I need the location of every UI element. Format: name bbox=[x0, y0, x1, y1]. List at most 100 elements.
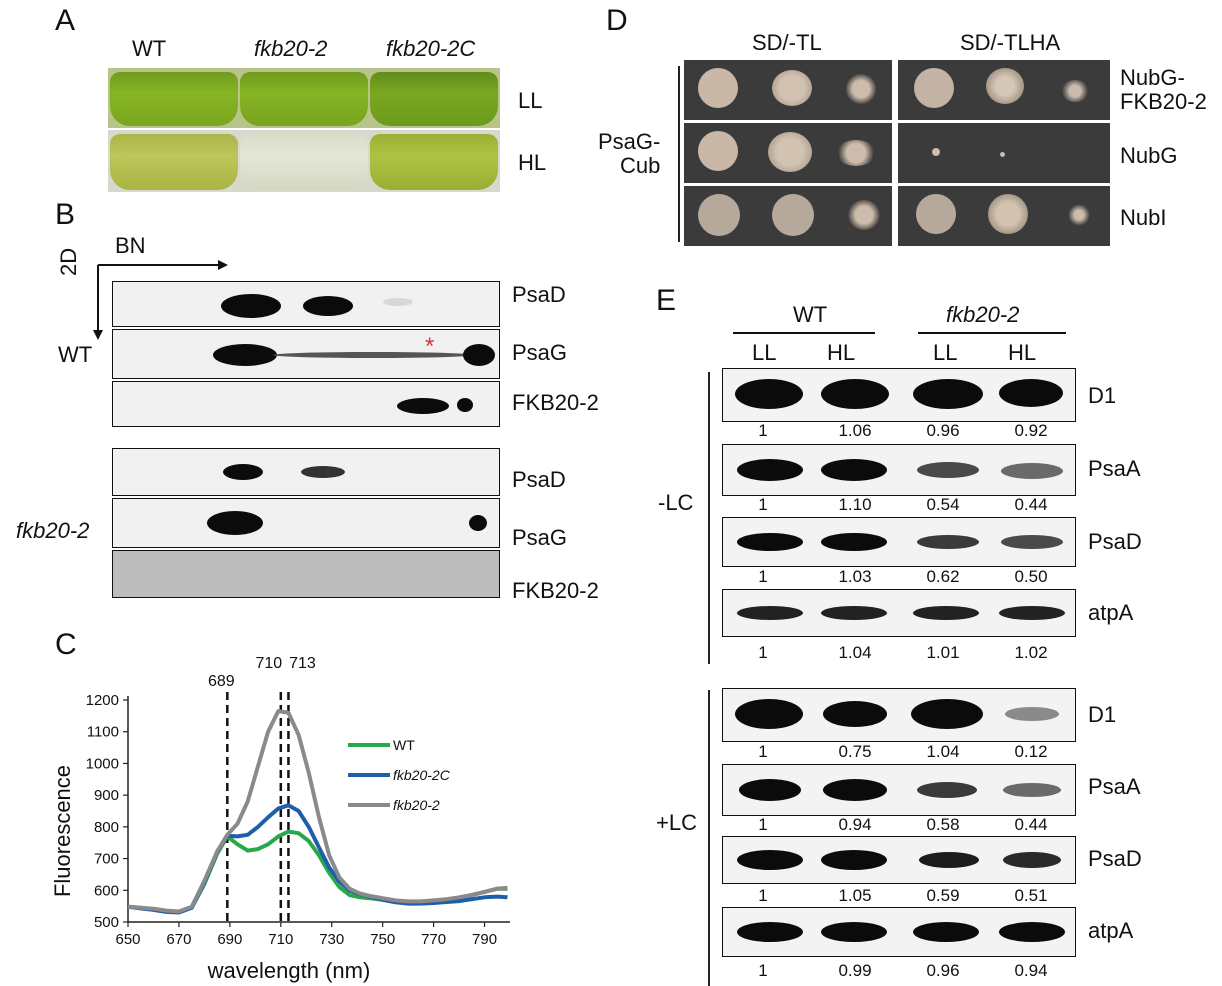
quant-value: 0.99 bbox=[838, 961, 872, 980]
wt-blot-label-0: PsaD bbox=[512, 282, 566, 307]
group-label-wt: WT bbox=[793, 302, 828, 327]
blot-mutant-psad bbox=[112, 448, 500, 496]
quant-value: 0.51 bbox=[1014, 886, 1048, 905]
quant-value: 1 bbox=[758, 495, 768, 514]
mutant-blot-label-0: PsaD bbox=[512, 467, 566, 492]
group-line-wt bbox=[733, 332, 875, 334]
quant-value: 1 bbox=[758, 886, 768, 905]
condition-label-minus-lc: -LC bbox=[658, 490, 694, 515]
plus-lc-bracket bbox=[708, 690, 710, 986]
panel-a-row-hl: HL bbox=[518, 150, 547, 175]
y-tick-label: 700 bbox=[94, 851, 119, 868]
group-label-mutant: fkb20-2 bbox=[946, 302, 1020, 327]
x-tick-label: 710 bbox=[268, 931, 293, 948]
quant-value: 0.59 bbox=[926, 886, 960, 905]
blot-mutant-psag bbox=[112, 498, 500, 548]
mutant-blot-label-1: PsaG bbox=[512, 525, 568, 550]
blot-wt-psag bbox=[112, 329, 500, 379]
blot-mutant-fkb20-2 bbox=[112, 550, 500, 598]
prey-label-0: NubG- FKB20-2 bbox=[1120, 65, 1207, 114]
bn-2d-arrows bbox=[93, 260, 228, 340]
quant-value: 1.01 bbox=[926, 643, 960, 662]
bait-label: PsaG- Cub bbox=[598, 129, 661, 178]
medium-label-0: SD/-TL bbox=[752, 30, 822, 55]
quant-value: 0.96 bbox=[926, 961, 960, 980]
quant-value: 1.10 bbox=[838, 495, 872, 514]
quant-value: 1.06 bbox=[838, 421, 872, 440]
y-axis-label: Fluorescence bbox=[50, 765, 75, 897]
plus-lc-protein-0: D1 bbox=[1088, 702, 1117, 727]
quant-value: 0.58 bbox=[926, 815, 960, 834]
plus-lc-protein-1: PsaA bbox=[1088, 774, 1141, 799]
group-line-mutant bbox=[918, 332, 1066, 334]
flask-wt-ll bbox=[110, 72, 238, 126]
quant-value: 0.44 bbox=[1014, 815, 1048, 834]
x-tick-label: 690 bbox=[217, 931, 242, 948]
blot-minus-lc-psaa bbox=[722, 444, 1076, 496]
minus-lc-protein-2: PsaD bbox=[1088, 529, 1142, 554]
wt-blot-label-1: PsaG bbox=[512, 340, 568, 365]
minus-lc-protein-0: D1 bbox=[1088, 383, 1117, 408]
legend-label-fkb20-2: fkb20-2 bbox=[393, 797, 440, 813]
quant-value: 0.94 bbox=[838, 815, 872, 834]
panel-b-mutant-label: fkb20-2 bbox=[16, 518, 90, 543]
blot-minus-lc-psad bbox=[722, 517, 1076, 567]
minus-lc-protein-3: atpA bbox=[1088, 600, 1134, 625]
prey-label-1: NubG bbox=[1120, 143, 1178, 168]
lane-label-2: LL bbox=[933, 340, 958, 365]
quant-value: 0.12 bbox=[1014, 742, 1048, 761]
x-tick-label: 650 bbox=[115, 931, 140, 948]
x-axis-label: wavelength (nm) bbox=[207, 958, 371, 983]
lane-label-0: LL bbox=[752, 340, 777, 365]
panel-a-col-fkb20-2c: fkb20-2C bbox=[386, 36, 476, 61]
blot-minus-lc-d1 bbox=[722, 368, 1076, 422]
medium-label-1: SD/-TLHA bbox=[960, 30, 1061, 55]
quant-value: 1 bbox=[758, 815, 768, 834]
y-tick-label: 900 bbox=[94, 787, 119, 804]
blot-plus-lc-atpa bbox=[722, 907, 1076, 957]
prey-label-2: NubI bbox=[1120, 205, 1167, 230]
lane-label-3: HL bbox=[1008, 340, 1037, 365]
flask-strip-hl bbox=[108, 130, 500, 192]
series-line-fkb20-2C bbox=[127, 803, 508, 915]
y-tick-label: 1200 bbox=[86, 692, 119, 709]
x-tick-label: 670 bbox=[166, 931, 191, 948]
blot-wt-psad bbox=[112, 281, 500, 327]
minus-lc-bracket bbox=[708, 372, 710, 664]
panel-e-label: E bbox=[656, 284, 677, 317]
quant-value: 0.94 bbox=[1014, 961, 1048, 980]
blot-plus-lc-d1 bbox=[722, 688, 1076, 742]
quant-value: 0.54 bbox=[926, 495, 960, 514]
blot-wt-fkb20-2 bbox=[112, 381, 500, 427]
plus-lc-protein-2: PsaD bbox=[1088, 846, 1142, 871]
legend-label-WT: WT bbox=[393, 737, 415, 753]
quant-value: 1.05 bbox=[838, 886, 872, 905]
quant-value: 1 bbox=[758, 567, 768, 586]
quant-value: 0.92 bbox=[1014, 421, 1048, 440]
quant-value: 1.04 bbox=[838, 643, 872, 662]
blot-plus-lc-psaa bbox=[722, 764, 1076, 816]
quant-value: 1 bbox=[758, 742, 768, 761]
y-tick-label: 1100 bbox=[87, 724, 119, 741]
y-tick-label: 800 bbox=[94, 819, 119, 836]
panel-a-row-ll: LL bbox=[518, 88, 543, 113]
twod-label: 2D bbox=[56, 247, 81, 276]
quant-value: 1 bbox=[758, 421, 768, 440]
panel-d-label: D bbox=[606, 4, 628, 37]
blot-minus-lc-atpa bbox=[722, 589, 1076, 637]
plus-lc-protein-3: atpA bbox=[1088, 918, 1134, 943]
flask-strip-ll bbox=[108, 68, 500, 128]
quant-value: 0.44 bbox=[1014, 495, 1048, 514]
mutant-blot-label-2: FKB20-2 bbox=[512, 578, 599, 603]
panel-b-label: B bbox=[55, 198, 76, 231]
blot-plus-lc-psad bbox=[722, 836, 1076, 884]
flask-wt-hl bbox=[110, 134, 238, 190]
lane-label-1: HL bbox=[827, 340, 856, 365]
marker-label-710: 710 bbox=[255, 655, 282, 672]
quant-value: 0.50 bbox=[1014, 567, 1048, 586]
flask-fkb20-2c-ll bbox=[370, 72, 498, 126]
minus-lc-protein-1: PsaA bbox=[1088, 456, 1141, 481]
y-tick-label: 600 bbox=[94, 882, 119, 899]
quant-value: 0.96 bbox=[926, 421, 960, 440]
panel-b-wt-label: WT bbox=[58, 342, 93, 367]
